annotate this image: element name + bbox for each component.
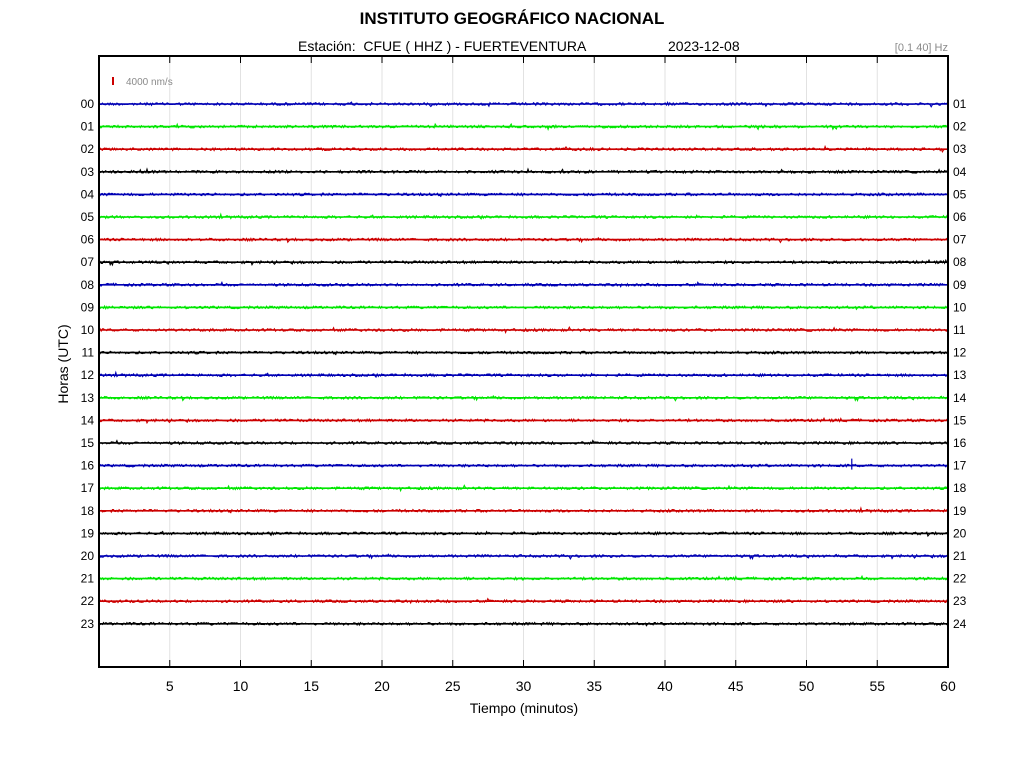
hour-label-right: 09 (953, 278, 967, 292)
hour-label-right: 05 (953, 187, 967, 201)
hour-label-left: 13 (81, 391, 95, 405)
scale-bar-label: 4000 nm/s (126, 77, 173, 88)
hour-label-left: 01 (81, 120, 95, 134)
hour-label-right: 07 (953, 233, 967, 247)
hour-label-left: 02 (81, 142, 95, 156)
hour-label-left: 10 (81, 323, 95, 337)
hour-label-left: 16 (81, 459, 95, 473)
filter-band: [0.1 40] Hz (894, 42, 948, 54)
hour-label-left: 20 (81, 549, 95, 563)
hour-label-left: 17 (81, 481, 95, 495)
hour-label-left: 11 (82, 346, 95, 360)
x-tick-label: 25 (445, 678, 461, 694)
station-prefix: Estación: (298, 38, 356, 54)
hour-label-right: 04 (953, 165, 967, 179)
x-tick-label: 55 (869, 678, 885, 694)
hour-label-right: 12 (953, 346, 967, 360)
hour-label-right: 23 (953, 594, 967, 608)
hour-label-right: 21 (953, 549, 967, 563)
x-tick-label: 50 (799, 678, 815, 694)
x-tick-label: 60 (940, 678, 956, 694)
hour-label-right: 20 (953, 526, 967, 540)
hour-label-left: 12 (81, 368, 95, 382)
record-date: 2023-12-08 (668, 38, 740, 54)
hour-label-right: 19 (953, 504, 967, 518)
hour-label-left: 23 (81, 617, 95, 631)
x-tick-label: 30 (516, 678, 532, 694)
hour-label-left: 08 (81, 278, 95, 292)
hour-label-right: 18 (953, 481, 967, 495)
hour-label-left: 18 (81, 504, 95, 518)
hour-label-left: 03 (81, 165, 95, 179)
x-tick-label: 15 (303, 678, 319, 694)
hour-label-left: 19 (81, 526, 95, 540)
hour-label-right: 16 (953, 436, 967, 450)
hour-label-right: 06 (953, 210, 967, 224)
hour-label-right: 24 (953, 617, 967, 631)
station-name: CFUE ( HHZ ) - FUERTEVENTURA (363, 38, 587, 54)
hour-label-left: 05 (81, 210, 95, 224)
hour-label-right: 03 (953, 142, 967, 156)
hour-label-right: 15 (953, 413, 967, 427)
x-tick-label: 5 (166, 678, 174, 694)
hour-label-right: 08 (953, 255, 967, 269)
page-title: INSTITUTO GEOGRÁFICO NACIONAL (359, 9, 665, 28)
hour-label-left: 15 (81, 436, 95, 450)
hour-label-right: 14 (953, 391, 967, 405)
hour-label-left: 22 (81, 594, 95, 608)
hour-label-left: 21 (81, 572, 95, 586)
hour-label-right: 10 (953, 300, 967, 314)
hour-label-right: 11 (953, 323, 966, 337)
hour-label-left: 09 (81, 300, 95, 314)
hour-label-right: 02 (953, 120, 967, 134)
hour-label-left: 14 (81, 413, 95, 427)
hour-label-right: 17 (953, 459, 967, 473)
hour-label-left: 07 (81, 255, 95, 269)
hour-label-right: 13 (953, 368, 967, 382)
station-subtitle: Estación: CFUE ( HHZ ) - FUERTEVENTURA (298, 38, 586, 54)
hour-label-left: 00 (81, 97, 95, 111)
x-tick-label: 20 (374, 678, 390, 694)
hour-label-right: 22 (953, 572, 967, 586)
x-axis-label: Tiempo (minutos) (469, 700, 579, 716)
hour-label-left: 04 (81, 187, 95, 201)
hour-label-right: 01 (953, 97, 967, 111)
x-tick-label: 35 (586, 678, 602, 694)
hour-label-left: 06 (81, 233, 95, 247)
x-tick-label: 40 (657, 678, 673, 694)
x-tick-label: 10 (233, 678, 249, 694)
x-tick-label: 45 (728, 678, 744, 694)
